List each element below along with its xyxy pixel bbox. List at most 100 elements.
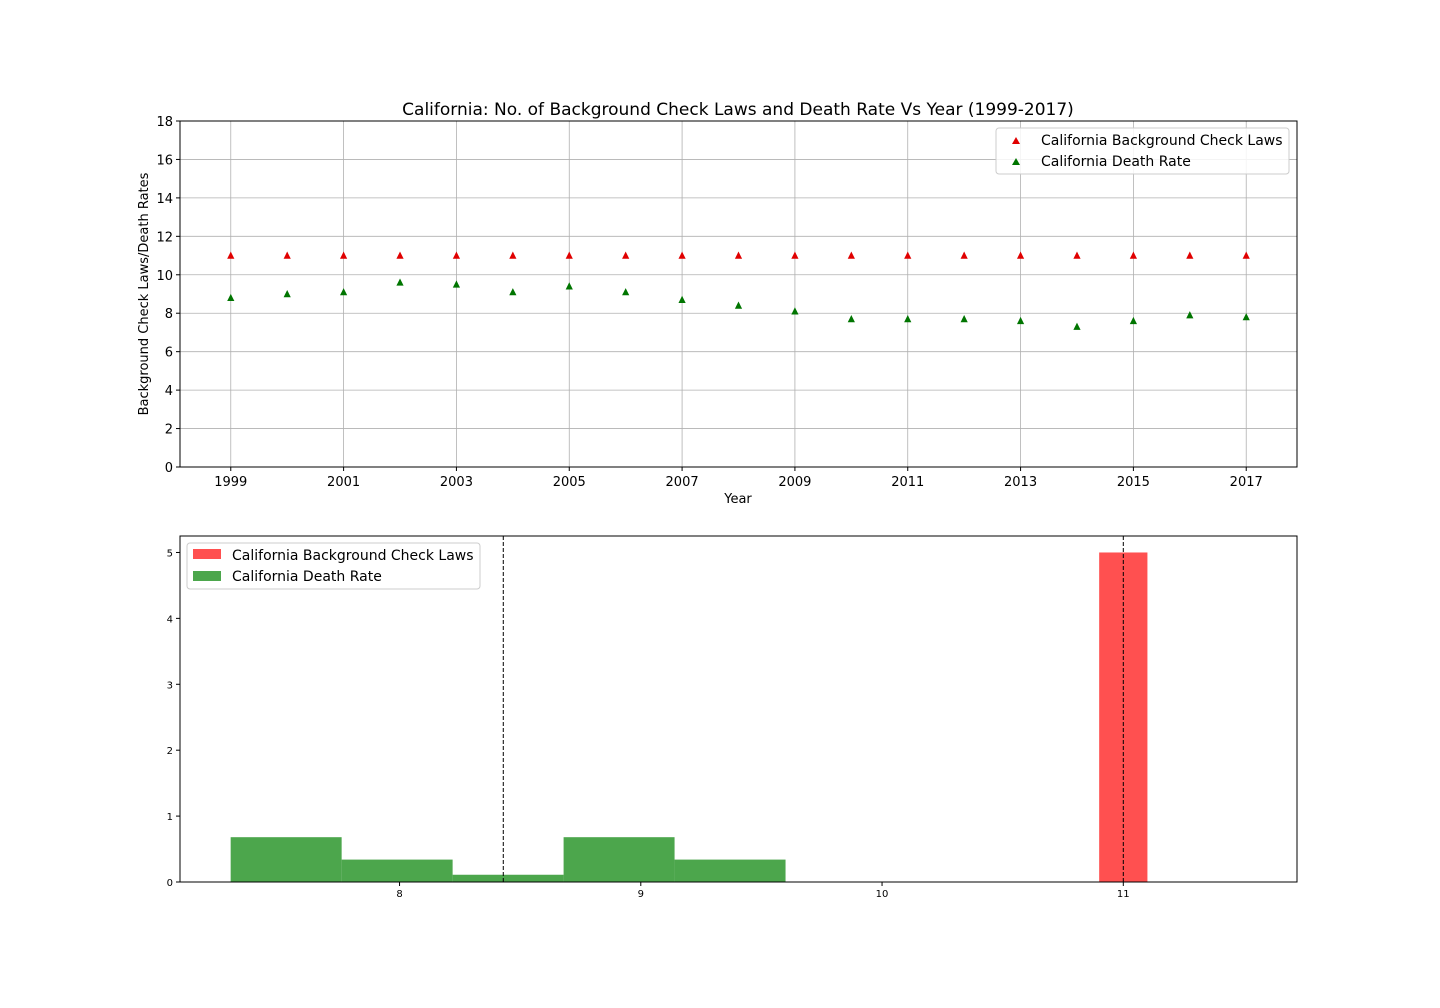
death-rate-point [791,307,799,315]
y-tick-label: 3 [167,680,173,691]
plot-area-frame [179,535,1298,883]
y-tick-label: 2 [167,746,173,757]
death-rate-point [734,301,743,309]
legend-frame [186,542,481,590]
x-tick-label: 11 [1117,889,1130,900]
y-tick-label: 4 [167,614,173,625]
y-tick-label: 5 [167,548,173,559]
legend-marker-death-rate [1012,158,1020,165]
death-rate-point [340,288,348,296]
x-tick-label: 1999 [214,475,247,490]
y-tick-label: 14 [156,192,173,207]
death-rate-point [1186,311,1194,319]
background-check-laws-point [227,251,235,259]
death-rate-point [1129,316,1137,325]
death-rate-point [565,282,573,290]
y-tick-label: 16 [156,153,173,168]
legend-label-death-rate: California Death Rate [232,569,382,585]
data-points [227,251,1250,330]
death-rate-bar [452,874,564,882]
legend-label-death-rate: California Death Rate [1041,154,1191,170]
death-rate-bar [563,837,675,882]
death-rate-point [678,295,686,303]
death-rate-point [509,288,517,296]
background-check-laws-point [340,251,348,259]
y-tick-label: 12 [156,230,173,245]
death-rate-bar [230,837,342,882]
legend-frame [995,127,1290,175]
background-check-laws-point [678,251,686,259]
y-tick-label: 0 [167,878,173,889]
background-check-laws-point [1242,251,1250,259]
death-rate-point [396,278,404,286]
y-tick-label: 4 [165,384,173,399]
y-tick-label: 10 [156,269,173,284]
x-tick-label: 2013 [1004,475,1037,490]
background-check-laws-point [283,251,291,259]
death-rate-point [1016,316,1025,325]
histogram-bars [230,552,1148,882]
death-rate-point [1073,322,1081,330]
death-rate-point [960,314,968,323]
scatter-chart: California: No. of Background Check Laws… [137,100,1298,507]
legend-label-background-check-laws: California Background Check Laws [232,548,474,564]
background-check-laws-point [904,251,912,259]
background-check-laws-point [1073,251,1081,259]
x-tick-label: 2009 [778,475,811,490]
death-rate-point [283,290,291,298]
legend: California Background Check Laws Califor… [186,542,481,590]
background-check-laws-point [452,251,461,259]
background-check-laws-point [396,251,404,259]
background-check-laws-point [791,251,799,259]
death-rate-point [622,288,630,296]
x-tick-label: 2005 [553,475,586,490]
x-tick-label: 10 [876,889,889,900]
reference-lines [502,536,1124,882]
y-tick-label: 18 [156,115,173,130]
x-tick-label: 2001 [327,475,360,490]
background-check-laws-point [509,251,517,259]
x-tick-label: 2015 [1117,475,1150,490]
legend-patch-death-rate [193,571,221,581]
death-rate-point [452,280,461,288]
y-axis: 0 1 2 3 4 5 [167,548,180,889]
death-rate-point [904,314,912,323]
background-check-laws-point [734,251,743,259]
x-tick-label: 8 [396,889,402,900]
chart-title: California: No. of Background Check Laws… [402,100,1074,120]
background-check-laws-point [622,251,630,259]
y-tick-label: 0 [165,461,173,476]
legend: California Background Check Laws Califor… [995,127,1290,175]
x-tick-label: 2011 [891,475,924,490]
background-check-laws-point [1186,251,1194,259]
background-check-laws-point [1016,251,1025,259]
x-tick-label: 2003 [440,475,473,490]
death-rate-bar [674,859,786,882]
y-tick-label: 8 [165,307,173,322]
death-rate-point [227,293,235,302]
x-axis-label: Year [723,492,752,507]
background-check-laws-point [960,251,968,259]
background-check-laws-point [565,251,573,259]
death-rate-point [1242,313,1250,321]
x-tick-label: 2007 [666,475,699,490]
histogram-chart: 8 9 10 11 0 1 2 3 4 5 California Background Chec… [167,535,1298,900]
x-axis: 8 9 10 11 [396,882,1130,900]
y-tick-label: 2 [165,423,173,438]
x-tick-label: 2017 [1230,475,1263,490]
x-axis: 1999 2001 2003 2005 2007 2009 2011 2013 2015 2017 [214,467,1263,490]
death-rate-bar [341,859,453,882]
y-tick-label: 1 [167,812,173,823]
legend-patch-background-check-laws [193,549,221,559]
y-axis-label: Background Check Laws/Death Rates [137,172,152,415]
plot-area-frame [179,120,1298,468]
x-tick-label: 9 [638,889,644,900]
background-check-laws-point [847,251,855,259]
background-check-laws-point [1129,251,1137,259]
y-tick-label: 6 [165,346,173,361]
y-axis: 0 2 4 6 8 10 12 14 16 18 [156,115,180,476]
legend-marker-background-check-laws [1012,137,1020,144]
legend-label-background-check-laws: California Background Check Laws [1041,133,1283,149]
death-rate-point [847,314,855,323]
